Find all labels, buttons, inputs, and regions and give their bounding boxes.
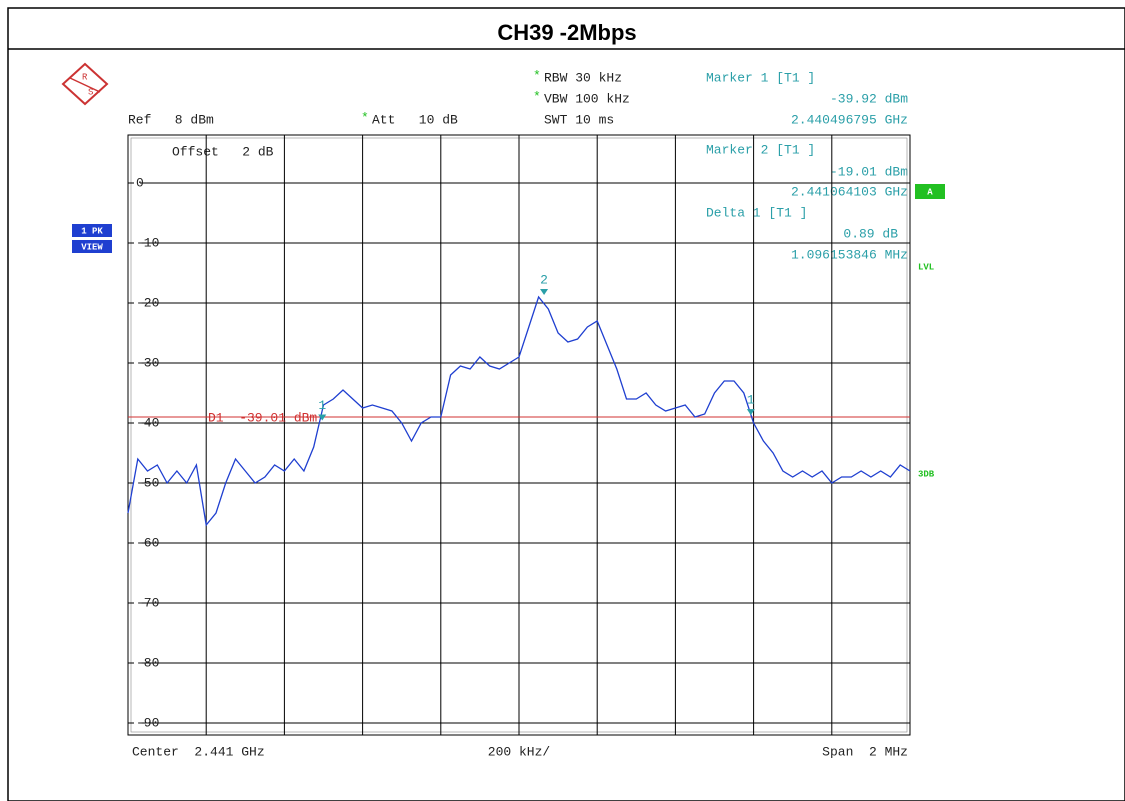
setting: RBW 30 kHz [544,70,622,85]
marker-symbol [540,289,549,296]
trace-flag-box [915,184,945,199]
lvl-label: LVL [918,262,934,272]
marker-symbol [746,409,755,416]
marker-tag: 1 [747,393,755,408]
y-tick-label: -70 [136,595,159,610]
y-tick-label: -50 [136,475,159,490]
center-label: Center 2.441 GHz [132,744,265,759]
chart-title: CH39 -2Mbps [497,20,636,45]
y-tick-label: -90 [136,715,159,730]
trace-badge [72,224,112,237]
setting-star: * [533,89,541,104]
trace-flag: A [927,187,933,197]
trace-label: 1 PK [81,226,103,236]
y-tick-label: -10 [136,235,159,250]
y-tick-label: 0 [136,175,144,190]
y-tick-label: -60 [136,535,159,550]
setting: VBW 100 kHz [544,91,630,106]
y-tick-label: -30 [136,355,159,370]
marker-tag: 2 [540,272,548,287]
marker-symbol [318,414,327,421]
mode-badge [72,240,112,253]
delta-level: 0.89 dB [843,226,898,241]
marker-title: Marker 1 [T1 ] [706,70,815,85]
logo: R S [61,62,109,106]
y-tick-label: -20 [136,295,159,310]
logo-letter: S [88,87,93,97]
display-line-label: D1 -39.01 dBm [208,410,317,425]
marker-tag: 1 [318,398,326,413]
mode-label: VIEW [81,242,103,252]
setting-star: * [361,110,369,125]
logo-diamond [61,62,109,106]
setting: SWT 10 ms [544,112,614,127]
marker-freq: 2.441064103 GHz [791,184,908,199]
marker-freq: 2.440496795 GHz [791,112,908,127]
marker-level: -19.01 dBm [830,164,908,179]
logo-letter: R [82,72,88,82]
marker-title: Marker 2 [T1 ] [706,142,815,157]
div-label: 200 kHz/ [488,744,551,759]
setting-star: * [533,68,541,83]
delta-freq: 1.096153846 MHz [791,247,908,262]
y-tick-label: -40 [136,415,159,430]
logo-bar [69,77,101,93]
db-label: 3DB [918,469,935,479]
setting: Ref 8 dBm [128,112,214,127]
setting: Att 10 dB [372,112,458,127]
frame [7,7,1125,801]
marker-level: -39.92 dBm [830,91,908,106]
offset-label: Offset 2 dB [172,144,274,159]
delta-title: Delta 1 [T1 ] [706,205,807,220]
y-tick-label: -80 [136,655,159,670]
trace [127,295,911,527]
span-label: Span 2 MHz [822,744,908,759]
